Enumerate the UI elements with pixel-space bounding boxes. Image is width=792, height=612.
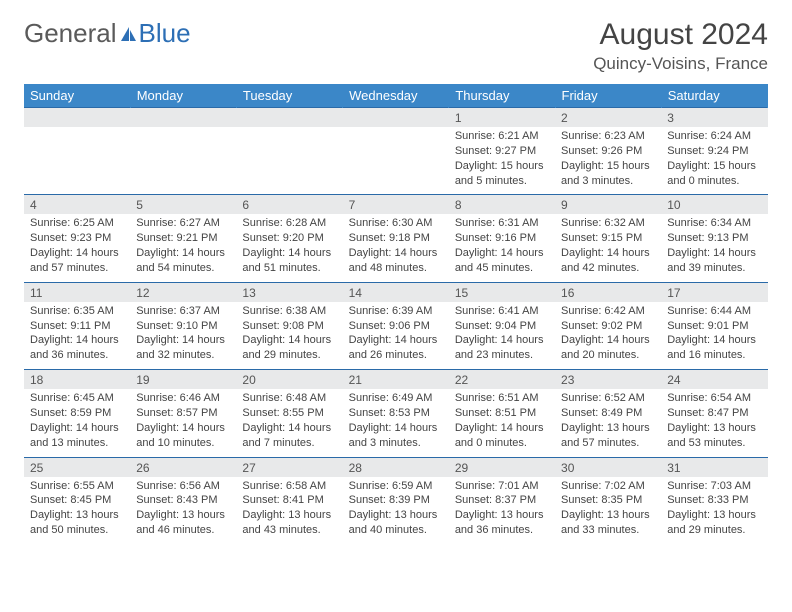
day-number-cell: 25 [24,457,130,477]
day-info-cell [236,127,342,195]
day-info-cell [130,127,236,195]
day-number-cell: 23 [555,370,661,390]
weekday-header: Thursday [449,84,555,108]
day-number-cell: 6 [236,195,342,215]
day-number-cell: 7 [343,195,449,215]
day-number-cell: 19 [130,370,236,390]
day-number-cell: 4 [24,195,130,215]
day-number-cell: 12 [130,282,236,302]
weekday-header-row: SundayMondayTuesdayWednesdayThursdayFrid… [24,84,768,108]
day-number-cell: 27 [236,457,342,477]
day-number-cell: 14 [343,282,449,302]
day-info-cell [24,127,130,195]
day-number-cell: 31 [661,457,767,477]
weekday-header: Wednesday [343,84,449,108]
day-info-cell: Sunrise: 6:28 AMSunset: 9:20 PMDaylight:… [236,214,342,282]
weekday-header: Sunday [24,84,130,108]
day-info-cell: Sunrise: 6:34 AMSunset: 9:13 PMDaylight:… [661,214,767,282]
weekday-header: Saturday [661,84,767,108]
day-number-cell [343,108,449,128]
logo-text-blue: Blue [139,18,191,48]
day-number-cell: 8 [449,195,555,215]
weekday-header: Tuesday [236,84,342,108]
day-number-cell [24,108,130,128]
day-info-cell: Sunrise: 6:48 AMSunset: 8:55 PMDaylight:… [236,389,342,457]
day-info-cell: Sunrise: 6:39 AMSunset: 9:06 PMDaylight:… [343,302,449,370]
day-number-cell [130,108,236,128]
header: General Blue August 2024 Quincy-Voisins,… [24,18,768,74]
day-info-cell: Sunrise: 6:58 AMSunset: 8:41 PMDaylight:… [236,477,342,544]
weekday-header: Friday [555,84,661,108]
day-number-cell: 1 [449,108,555,128]
day-number-cell: 13 [236,282,342,302]
day-info-cell: Sunrise: 6:25 AMSunset: 9:23 PMDaylight:… [24,214,130,282]
day-info-cell [343,127,449,195]
day-info-cell: Sunrise: 6:45 AMSunset: 8:59 PMDaylight:… [24,389,130,457]
day-info-cell: Sunrise: 6:41 AMSunset: 9:04 PMDaylight:… [449,302,555,370]
day-info-cell: Sunrise: 6:23 AMSunset: 9:26 PMDaylight:… [555,127,661,195]
day-number-cell: 22 [449,370,555,390]
day-number-cell: 2 [555,108,661,128]
day-info-cell: Sunrise: 6:55 AMSunset: 8:45 PMDaylight:… [24,477,130,544]
day-info-cell: Sunrise: 6:46 AMSunset: 8:57 PMDaylight:… [130,389,236,457]
day-info-cell: Sunrise: 7:02 AMSunset: 8:35 PMDaylight:… [555,477,661,544]
day-number-cell: 28 [343,457,449,477]
day-info-cell: Sunrise: 6:24 AMSunset: 9:24 PMDaylight:… [661,127,767,195]
calendar-table: SundayMondayTuesdayWednesdayThursdayFrid… [24,84,768,544]
day-info-cell: Sunrise: 6:30 AMSunset: 9:18 PMDaylight:… [343,214,449,282]
day-number-cell: 11 [24,282,130,302]
day-info-cell: Sunrise: 6:52 AMSunset: 8:49 PMDaylight:… [555,389,661,457]
day-info-cell: Sunrise: 6:51 AMSunset: 8:51 PMDaylight:… [449,389,555,457]
day-number-cell: 3 [661,108,767,128]
day-info-cell: Sunrise: 6:54 AMSunset: 8:47 PMDaylight:… [661,389,767,457]
day-info-cell: Sunrise: 6:49 AMSunset: 8:53 PMDaylight:… [343,389,449,457]
day-number-cell: 5 [130,195,236,215]
day-info-cell: Sunrise: 6:32 AMSunset: 9:15 PMDaylight:… [555,214,661,282]
day-number-cell: 30 [555,457,661,477]
day-info-cell: Sunrise: 6:44 AMSunset: 9:01 PMDaylight:… [661,302,767,370]
location-label: Quincy-Voisins, France [593,54,768,74]
day-info-cell: Sunrise: 6:37 AMSunset: 9:10 PMDaylight:… [130,302,236,370]
day-info-cell: Sunrise: 6:31 AMSunset: 9:16 PMDaylight:… [449,214,555,282]
day-number-cell: 24 [661,370,767,390]
day-number-cell [236,108,342,128]
weekday-header: Monday [130,84,236,108]
day-number-cell: 21 [343,370,449,390]
day-info-cell: Sunrise: 6:38 AMSunset: 9:08 PMDaylight:… [236,302,342,370]
logo-sail-icon [119,25,139,43]
day-info-cell: Sunrise: 6:27 AMSunset: 9:21 PMDaylight:… [130,214,236,282]
day-info-cell: Sunrise: 6:56 AMSunset: 8:43 PMDaylight:… [130,477,236,544]
title-block: August 2024 Quincy-Voisins, France [593,18,768,74]
day-number-cell: 20 [236,370,342,390]
logo-text-general: General [24,18,117,49]
day-number-cell: 15 [449,282,555,302]
day-info-cell: Sunrise: 6:35 AMSunset: 9:11 PMDaylight:… [24,302,130,370]
day-info-cell: Sunrise: 6:59 AMSunset: 8:39 PMDaylight:… [343,477,449,544]
logo: General Blue [24,18,191,49]
day-number-cell: 26 [130,457,236,477]
day-info-cell: Sunrise: 7:03 AMSunset: 8:33 PMDaylight:… [661,477,767,544]
day-number-cell: 29 [449,457,555,477]
day-number-cell: 17 [661,282,767,302]
day-number-cell: 16 [555,282,661,302]
day-info-cell: Sunrise: 7:01 AMSunset: 8:37 PMDaylight:… [449,477,555,544]
day-number-cell: 18 [24,370,130,390]
day-info-cell: Sunrise: 6:21 AMSunset: 9:27 PMDaylight:… [449,127,555,195]
day-number-cell: 9 [555,195,661,215]
page-title: August 2024 [593,18,768,52]
day-number-cell: 10 [661,195,767,215]
day-info-cell: Sunrise: 6:42 AMSunset: 9:02 PMDaylight:… [555,302,661,370]
